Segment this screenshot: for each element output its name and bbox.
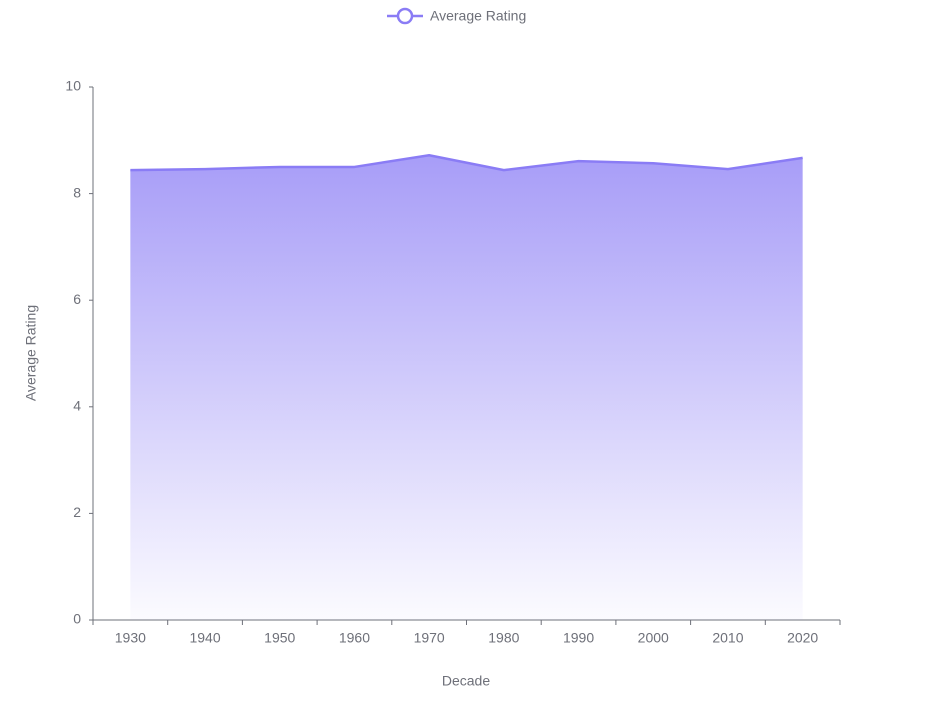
y-tick-label: 0 <box>73 611 81 627</box>
legend-swatch <box>396 7 414 25</box>
x-tick-label: 1940 <box>189 630 220 646</box>
x-tick-label: 1970 <box>414 630 445 646</box>
y-tick-label: 8 <box>73 184 81 200</box>
y-axis-title: Average Rating <box>23 305 39 401</box>
x-tick-label: 2020 <box>787 630 818 646</box>
x-tick-label: 1990 <box>563 630 594 646</box>
y-tick-label: 6 <box>73 291 81 307</box>
x-tick-label: 2010 <box>712 630 743 646</box>
legend-item: Average Rating <box>387 7 526 25</box>
x-tick-label: 1930 <box>115 630 146 646</box>
x-tick-label: 1960 <box>339 630 370 646</box>
area <box>130 155 803 620</box>
y-tick-label: 4 <box>73 398 81 414</box>
x-tick-label: 1950 <box>264 630 295 646</box>
legend-label: Average Rating <box>430 8 526 24</box>
x-axis-title: Decade <box>442 673 490 689</box>
y-tick-label: 10 <box>65 78 81 94</box>
line <box>130 153 803 172</box>
x-tick-label: 2000 <box>638 630 669 646</box>
x-tick-label: 1980 <box>488 630 519 646</box>
y-tick-label: 2 <box>73 504 81 520</box>
